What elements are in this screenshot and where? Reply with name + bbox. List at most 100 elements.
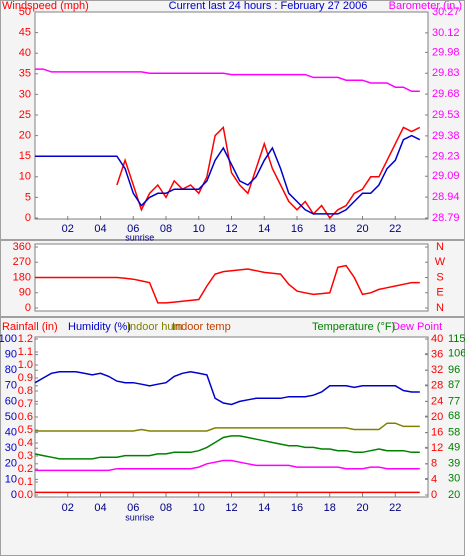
- y-tick-label: 30: [5, 442, 17, 454]
- x-tick-label: 10: [193, 502, 205, 514]
- x-tick-label: 04: [94, 502, 106, 514]
- x-tick-label: 12: [225, 502, 237, 514]
- y-tick-label: 45: [19, 27, 31, 39]
- y2-tick-label: 0.7: [18, 398, 33, 410]
- y2-tick-label: 30.12: [432, 27, 460, 39]
- series-line: [35, 68, 420, 93]
- y-tick-label: 35: [19, 68, 31, 80]
- y2-tick-label: 0.3: [18, 450, 33, 462]
- y-tick-label: 25: [19, 109, 31, 121]
- y3-tick-label: 12: [431, 442, 443, 454]
- x-tick-label: 20: [356, 502, 368, 514]
- y2-tick-label: N: [436, 241, 444, 253]
- y2-tick-label: 1.2: [18, 333, 33, 345]
- x-tick-label: 12: [225, 223, 237, 235]
- chart-title: Current last 24 hours : February 27 2006: [169, 0, 368, 12]
- y-tick-label: 0: [11, 489, 17, 501]
- y4-tick-label: 49: [448, 441, 460, 453]
- legend-label: Humidity (%): [68, 321, 131, 333]
- y-tick-label: 20: [19, 130, 31, 142]
- y2-tick-label: 29.68: [432, 88, 460, 100]
- legend-label: Rainfall (in): [2, 321, 58, 333]
- x-tick-label: 02: [62, 223, 74, 235]
- y-tick-label: 360: [13, 241, 31, 253]
- y4-tick-label: 96: [448, 364, 460, 376]
- y-tick-label: 0: [25, 302, 31, 314]
- y3-tick-label: 32: [431, 364, 443, 376]
- x-tick-label: 18: [324, 502, 336, 514]
- y-tick-label: 15: [19, 150, 31, 162]
- y3-tick-label: 16: [431, 427, 443, 439]
- y-tick-label: 50: [19, 6, 31, 18]
- y-axis-label: Windspeed (mph): [2, 0, 89, 12]
- y-tick-label: 10: [5, 473, 17, 485]
- y4-tick-label: 115: [448, 333, 465, 345]
- y4-tick-label: 77: [448, 395, 460, 407]
- plot-area: [34, 336, 429, 498]
- y2-tick-label: 0.8: [18, 385, 33, 397]
- y-tick-label: 20: [5, 458, 17, 470]
- y4-tick-label: 106: [448, 348, 465, 360]
- legend-label: Temperature (°F): [312, 321, 395, 333]
- y2-tick-label: N: [436, 302, 444, 314]
- y4-tick-label: 58: [448, 427, 460, 439]
- x-tick-label: 14: [258, 223, 270, 235]
- series-line: [35, 264, 420, 304]
- y-tick-label: 50: [5, 411, 17, 423]
- annotation: sunrise: [125, 232, 154, 242]
- y3-tick-label: 24: [431, 395, 443, 407]
- series-line: [34, 435, 420, 460]
- series-line: [116, 125, 421, 220]
- y2-tick-label: 0.5: [18, 424, 33, 436]
- y2-tick-label: E: [436, 287, 443, 299]
- y4-tick-label: 68: [448, 410, 460, 422]
- annotation: sunrise: [125, 512, 154, 522]
- x-tick-label: 18: [324, 223, 336, 235]
- x-tick-label: 22: [389, 223, 401, 235]
- series-line: [34, 371, 420, 406]
- y-tick-label: 180: [13, 271, 31, 283]
- y-tick-label: 80: [5, 364, 17, 376]
- y3-tick-label: 40: [431, 333, 443, 345]
- y4-tick-label: 20: [448, 489, 460, 501]
- y2-tick-label: 0.1: [18, 476, 33, 488]
- y2-tick-label: 1.1: [18, 346, 33, 358]
- x-tick-label: 06: [127, 223, 139, 235]
- y-tick-label: 30: [19, 88, 31, 100]
- y2-tick-label: 29.98: [432, 46, 460, 58]
- x-tick-label: 20: [356, 223, 368, 235]
- y3-tick-label: 0: [431, 489, 437, 501]
- x-tick-label: 16: [291, 502, 303, 514]
- y-tick-label: 60: [5, 395, 17, 407]
- x-tick-label: 06: [127, 502, 139, 514]
- y2-tick-label: 30.27: [432, 6, 460, 18]
- x-tick-label: 02: [62, 502, 74, 514]
- y3-tick-label: 4: [431, 473, 437, 485]
- y3-tick-label: 8: [431, 458, 437, 470]
- series-line: [35, 134, 421, 215]
- y-tick-label: 90: [5, 349, 17, 361]
- y2-tick-label: 0.9: [18, 372, 33, 384]
- y-tick-label: 70: [5, 380, 17, 392]
- y2-tick-label: W: [435, 256, 446, 268]
- legend-label: Indoor temp: [172, 321, 231, 333]
- y-tick-label: 270: [13, 256, 31, 268]
- y2-tick-label: 0.2: [18, 463, 33, 475]
- y-tick-label: 10: [19, 171, 31, 183]
- y-tick-label: 40: [19, 47, 31, 59]
- y4-tick-label: 87: [448, 379, 460, 391]
- y2-tick-label: 0.4: [18, 437, 33, 449]
- y2-tick-label: 28.94: [432, 191, 460, 203]
- y3-tick-label: 28: [431, 380, 443, 392]
- x-tick-label: 10: [193, 223, 205, 235]
- y2-tick-label: 29.53: [432, 109, 460, 121]
- y2-axis-label: Barometer (in.): [389, 0, 462, 12]
- y2-tick-label: 29.38: [432, 130, 460, 142]
- y2-tick-label: 28.79: [432, 212, 460, 224]
- y3-tick-label: 20: [431, 411, 443, 423]
- legend-label: Indoor hum: [127, 321, 183, 333]
- y2-tick-label: 29.23: [432, 151, 460, 163]
- y2-tick-label: 29.83: [432, 67, 460, 79]
- y-tick-label: 90: [19, 287, 31, 299]
